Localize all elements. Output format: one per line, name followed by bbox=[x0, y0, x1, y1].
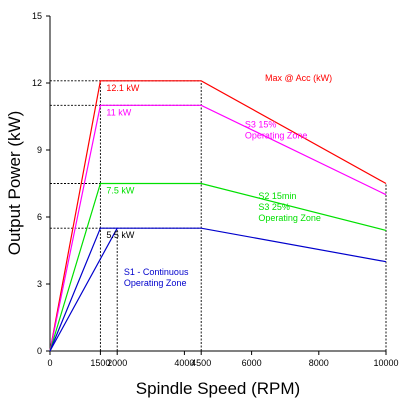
series-line-1 bbox=[49, 104, 387, 352]
x-tick-label-0: 0 bbox=[47, 358, 52, 368]
zone-label-line: Operating Zone bbox=[245, 131, 308, 141]
y-tick-label-2: 6 bbox=[37, 212, 42, 222]
series-line-0 bbox=[49, 80, 387, 352]
y-tick-label-3: 9 bbox=[37, 145, 42, 155]
zone-label-line: Operating Zone bbox=[124, 278, 187, 288]
x-tick-label-3: 4000 bbox=[174, 358, 194, 368]
zone-label-line: S1 - Continuous bbox=[124, 267, 189, 277]
guide-lines bbox=[50, 80, 387, 351]
x-tick-label-2: 2000 bbox=[107, 358, 127, 368]
zone-label-line: S2 15min bbox=[258, 191, 296, 201]
zone-label-line: S3 15% bbox=[245, 120, 277, 130]
series-value-label-3: 5.5 kW bbox=[106, 230, 135, 240]
series-line-2 bbox=[49, 182, 387, 352]
series-line-4 bbox=[49, 227, 118, 352]
zone-label-1: S3 15% Operating Zone bbox=[245, 120, 308, 141]
series-value-label-2: 7.5 kW bbox=[106, 186, 135, 196]
x-tick-label-6: 8000 bbox=[309, 358, 329, 368]
zone-label-line: Max @ Acc (kW) bbox=[265, 73, 332, 83]
y-tick-label-0: 0 bbox=[37, 346, 42, 356]
zone-label-line: S3 25% bbox=[258, 202, 290, 212]
zone-label-line: Operating Zone bbox=[258, 213, 321, 223]
x-tick-label-4: 4500 bbox=[191, 358, 211, 368]
x-axis-label: Spindle Speed (RPM) bbox=[136, 379, 300, 398]
x-tick-label-1: 1500 bbox=[90, 358, 110, 368]
series-value-label-1: 11 kW bbox=[106, 107, 131, 117]
zone-label-0: Max @ Acc (kW) bbox=[265, 73, 332, 83]
series-value-label-0: 12.1 kW bbox=[106, 83, 140, 93]
y-tick-label-5: 15 bbox=[32, 11, 42, 21]
y-tick-label-4: 12 bbox=[32, 78, 42, 88]
series-line-3 bbox=[49, 227, 387, 352]
y-axis-label: Output Power (kW) bbox=[5, 111, 24, 256]
y-tick-label-1: 3 bbox=[37, 279, 42, 289]
x-tick-label-5: 6000 bbox=[242, 358, 262, 368]
annotations: 12.1 kW 11 kW 7.5 kW 5.5 kW Max @ Acc (kW) S3… bbox=[106, 73, 332, 288]
zone-label-2: S2 15min S3 25% Operating Zone bbox=[258, 191, 321, 223]
series-lines bbox=[49, 80, 387, 352]
x-tick-label-7: 10000 bbox=[373, 358, 398, 368]
zone-label-3: S1 - Continuous Operating Zone bbox=[124, 267, 189, 288]
